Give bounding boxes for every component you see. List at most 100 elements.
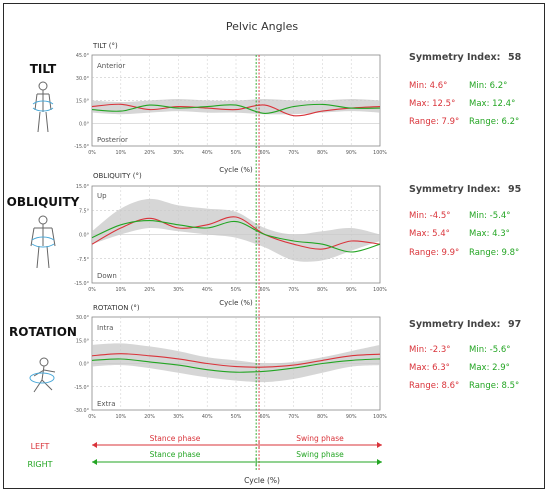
x-tick-label: 100% (373, 287, 387, 293)
rotation-top-note: Intra (97, 324, 113, 332)
obliquity-left-min: Min: -4.5° (409, 211, 450, 221)
right-phase-bar: Stance phase Swing phase (92, 450, 382, 466)
left-swing-label: Swing phase (296, 434, 344, 443)
rotation-normal-band (92, 343, 380, 383)
obliquity-left-range: Range: 9.9° (409, 248, 459, 258)
obliquity-symmetry-value: 95 (508, 184, 521, 195)
obliquity-top-note: Up (97, 192, 107, 200)
tilt-left-max: Max: 12.5° (409, 99, 455, 109)
x-tick-label: 50% (231, 150, 242, 156)
y-tick-label: 0.0° (79, 362, 89, 368)
left-side-label: LEFT (31, 442, 50, 451)
tilt-right-max: Max: 12.4° (469, 99, 515, 109)
bottom-cycle-label: Cycle (%) (244, 476, 280, 485)
y-tick-label: -15.0° (74, 281, 89, 287)
y-tick-label: 15.0° (76, 184, 89, 190)
x-tick-label: 90% (346, 150, 357, 156)
x-tick-label: 10% (115, 287, 126, 293)
panel-label-obliquity: OBLIQUITY (7, 195, 80, 209)
left-series-line (91, 353, 381, 368)
rotation-right-max: Max: 2.9° (469, 363, 510, 373)
y-tick-label: -15.0° (74, 144, 89, 150)
tilt-top-note: Anterior (97, 62, 125, 70)
x-tick-label: 70% (288, 414, 299, 420)
y-tick-label: 15.0° (76, 338, 89, 344)
obliquity-right-range: Range: 9.8° (469, 248, 519, 258)
y-tick-label: 15.0° (76, 99, 89, 105)
obliquity-symmetry-label: Symmetry Index: (409, 184, 500, 195)
obliquity-left-max: Max: 5.4° (409, 229, 450, 239)
left-phase-bar: Stance phase Swing phase (92, 434, 382, 449)
rotation-symmetry-label: Symmetry Index: (409, 319, 500, 330)
rotation-bottom-note: Extra (97, 400, 115, 408)
tilt-right-min: Min: 6.2° (469, 81, 507, 91)
x-tick-label: 0% (88, 287, 96, 293)
right-stance-label: Stance phase (150, 450, 201, 459)
rotation-symmetry-value: 97 (508, 319, 521, 330)
y-tick-label: 30.0° (76, 315, 89, 321)
x-tick-label: 0% (88, 414, 96, 420)
figure-frame (3, 3, 545, 489)
chart-title-rotation: ROTATION (°) (93, 304, 140, 312)
tilt-symmetry-value: 58 (508, 52, 522, 63)
x-tick-label: 60% (259, 150, 270, 156)
tilt-xlabel: Cycle (%) (219, 166, 253, 174)
right-series-line (91, 358, 381, 373)
normal-range-band (92, 99, 380, 115)
y-tick-label: 0.0° (79, 233, 89, 239)
obliquity-tick-labels: 15.0° 7.5° 0.0° -7.5° -15.0°0% 10% 20% 30% 40% 50… (74, 184, 387, 293)
rotation-right-range: Range: 8.5° (469, 381, 519, 391)
left-swing-arrowhead (377, 442, 382, 448)
rotation-right-min: Min: -5.6° (469, 345, 510, 355)
panel-label-rotation: ROTATION (9, 325, 77, 339)
left-series-line (91, 103, 381, 117)
tilt-series-lines (91, 103, 381, 117)
standing-figure-icon (32, 81, 54, 133)
obliquity-normal-band (92, 198, 380, 262)
rotation-left-max: Max: 6.3° (409, 363, 450, 373)
obliquity-xlabel: Cycle (%) (219, 299, 253, 307)
rotation-left-min: Min: -2.3° (409, 345, 450, 355)
x-tick-label: 70% (288, 150, 299, 156)
x-tick-label: 20% (144, 150, 155, 156)
chart-title-obliquity: OBLIQUITY (°) (93, 172, 142, 180)
tilt-plot: 45.0° 30.0° 15.0° 0.0° -15.0°0% 10% 20% 30% 40% 5… (74, 53, 387, 156)
right-side-label: RIGHT (27, 460, 52, 469)
tilt-normal-band (92, 99, 380, 115)
tilt-tick-labels: 45.0° 30.0° 15.0° 0.0° -15.0°0% 10% 20% 30% 40% 5… (74, 53, 387, 156)
walking-figure-icon (29, 357, 56, 393)
x-tick-label: 0% (88, 150, 96, 156)
front-figure-icon (30, 215, 56, 269)
x-tick-label: 60% (259, 287, 270, 293)
x-tick-label: 70% (288, 287, 299, 293)
x-tick-label: 100% (373, 150, 387, 156)
y-tick-label: -30.0° (74, 408, 89, 414)
y-tick-label: 7.5° (79, 208, 89, 214)
y-tick-label: -15.0° (74, 385, 89, 391)
x-tick-label: 30% (173, 414, 184, 420)
tilt-right-range: Range: 6.2° (469, 117, 519, 127)
obliquity-bottom-note: Down (97, 272, 117, 280)
obliquity-right-min: Min: -5.4° (469, 211, 510, 221)
obliquity-series-lines (91, 216, 381, 253)
x-tick-label: 20% (144, 287, 155, 293)
x-tick-label: 60% (259, 414, 270, 420)
tilt-left-range: Range: 7.9° (409, 117, 459, 127)
rotation-tick-labels: 30.0° 15.0° 0.0° -15.0° -30.0°0% 10% 20% 30% 40%… (74, 315, 387, 420)
left-stance-arrowhead (92, 442, 97, 448)
y-tick-label: -7.5° (77, 257, 89, 263)
x-tick-label: 100% (373, 414, 387, 420)
obliquity-plot: 15.0° 7.5° 0.0° -7.5° -15.0°0% 10% 20% 30% 40% 50… (74, 184, 387, 293)
chart-title-tilt: TILT (°) (92, 42, 118, 50)
x-tick-label: 80% (317, 287, 328, 293)
figure-title: Pelvic Angles (226, 20, 298, 33)
x-tick-label: 10% (115, 414, 126, 420)
x-tick-label: 30% (173, 150, 184, 156)
right-series-line (91, 103, 381, 114)
rotation-plot: 30.0° 15.0° 0.0° -15.0° -30.0°0% 10% 20% 30% 40%… (74, 315, 387, 420)
x-tick-label: 50% (231, 287, 242, 293)
y-tick-label: 45.0° (76, 53, 89, 59)
tilt-left-min: Min: 4.6° (409, 81, 447, 91)
right-series-line (91, 220, 381, 253)
